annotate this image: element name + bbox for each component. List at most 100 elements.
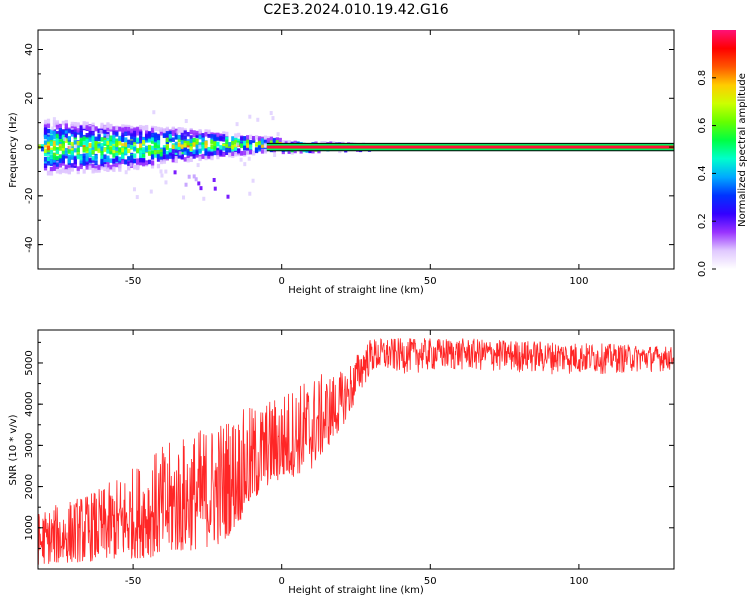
spectrogram-cell: [159, 159, 164, 165]
spectrogram-cell: [156, 146, 161, 151]
spectrogram-cell: [121, 128, 125, 133]
spectrogram-cell: [115, 157, 119, 162]
spectrogram-cell: [58, 154, 63, 159]
spectrogram-cell: [202, 196, 206, 201]
spectrogram-cell: [121, 151, 125, 156]
spectrogram-band: [266, 142, 674, 152]
spectrogram-cell: [236, 142, 240, 147]
spectrogram-cell: [254, 142, 259, 147]
spectrogram-cell: [231, 141, 235, 146]
spectrogram-cell: [91, 167, 95, 173]
spectrogram-cell: [64, 127, 68, 132]
spectrogram-cell: [121, 147, 125, 153]
spectrogram-cell: [43, 119, 48, 125]
spectrogram-cell: [162, 159, 167, 164]
spectrogram-cell: [195, 153, 199, 158]
spectrogram-cell: [256, 117, 260, 122]
spectrogram-cell: [136, 126, 140, 132]
spectrogram-cell: [79, 155, 83, 161]
spectrogram-cell: [91, 155, 95, 161]
spectrogram-cell: [79, 132, 83, 137]
spectrogram-cell: [52, 155, 57, 160]
spectrogram-cell: [82, 140, 86, 145]
spectrogram-cell: [85, 132, 89, 138]
snr-x-tick-label: 0: [279, 576, 285, 587]
spectrogram-cell: [46, 145, 51, 151]
spectrogram-cell: [207, 153, 211, 159]
spectrogram-cell: [106, 148, 110, 154]
spectrogram-cell: [231, 144, 235, 150]
spectrogram-cell: [103, 157, 107, 163]
spectrogram-cell: [180, 132, 184, 137]
spectrogram-cell: [144, 133, 149, 139]
spectrogram-cell: [171, 137, 175, 142]
spectrogram-cell: [52, 134, 57, 139]
spectrogram-cell: [207, 133, 211, 138]
spectrogram-cell: [275, 137, 279, 142]
spectrogram-cell: [216, 150, 220, 155]
colorbar-tick-label: 0.4: [697, 165, 708, 181]
spectrogram-cell: [246, 147, 250, 152]
spectrogram-cell: [61, 168, 65, 174]
spectrogram-cell: [64, 151, 68, 156]
spectrogram-cell: [100, 142, 104, 148]
spectrogram-cell: [263, 149, 268, 154]
spectrogram-cell: [234, 146, 238, 151]
spectrogram-cell: [171, 154, 175, 160]
spectrogram-cell: [85, 156, 89, 161]
spectrogram-cell: [64, 169, 68, 174]
spectrogram-cell: [184, 119, 188, 124]
spectrogram-cell: [180, 154, 184, 160]
spectrogram-cell: [139, 124, 143, 130]
spectrogram-cell: [55, 124, 60, 130]
spectrogram-cell: [159, 169, 163, 174]
snr-y-tick-label: 5000: [24, 350, 35, 375]
spectrogram-cell: [198, 148, 202, 153]
spectrogram-cell: [88, 148, 92, 153]
spectrogram-cell: [70, 132, 74, 137]
spectrogram-cell: [234, 151, 238, 157]
spectrogram-cell: [168, 131, 172, 136]
spectrogram-cell: [97, 168, 101, 173]
spectrogram-cell: [85, 162, 89, 168]
spectrogram-cell: [249, 134, 253, 140]
spectrogram-cell: [195, 130, 199, 136]
spectrogram-cell: [46, 171, 51, 176]
spectrogram-cell: [165, 150, 169, 156]
spectrogram-cell: [52, 152, 57, 158]
spectrogram-cell: [88, 151, 92, 157]
spectrogram-cell: [40, 146, 45, 152]
spectrogram-cell: [64, 164, 68, 170]
snr-y-tick-label: 2000: [24, 474, 35, 499]
spectrogram-cell: [46, 123, 51, 128]
spectrogram-x-ticks: -50 0 50 100: [125, 30, 588, 287]
spectrogram-cell: [207, 146, 211, 152]
spectrogram-cell: [147, 132, 152, 137]
spectrogram-cell: [109, 125, 113, 130]
spectrogram-cell: [246, 150, 250, 156]
spectrogram-cell: [269, 111, 273, 116]
spectrogram-cell: [136, 137, 140, 143]
spectrogram-cell: [121, 124, 125, 129]
spectrogram-cell: [103, 132, 107, 137]
spectrogram-cell: [263, 142, 267, 147]
spectrogram-cell: [278, 137, 282, 143]
spectrogram-cell: [49, 171, 54, 176]
spectrogram-cell: [88, 131, 92, 136]
spectrogram-cell: [52, 146, 57, 151]
spectrogram-cell: [225, 131, 229, 137]
spectrogram-cell: [219, 151, 223, 156]
spectrogram-cell: [58, 143, 63, 149]
spectrogram-cell: [251, 135, 256, 141]
spectrogram-cell: [142, 161, 146, 167]
spectrogram-cell: [115, 152, 119, 158]
spectrogram-cell: [73, 128, 77, 134]
spectrogram-cell: [124, 149, 128, 154]
spectrogram-cell: [112, 149, 116, 154]
spectrogram-cell: [287, 140, 291, 145]
spectrogram-cell: [162, 145, 167, 150]
spectrogram-panel: -50 0 50 100 -40 -20 0 20 40 Height of straight…: [8, 29, 675, 296]
spectrogram-cell: [197, 181, 201, 186]
spectrogram-cell: [43, 163, 48, 168]
